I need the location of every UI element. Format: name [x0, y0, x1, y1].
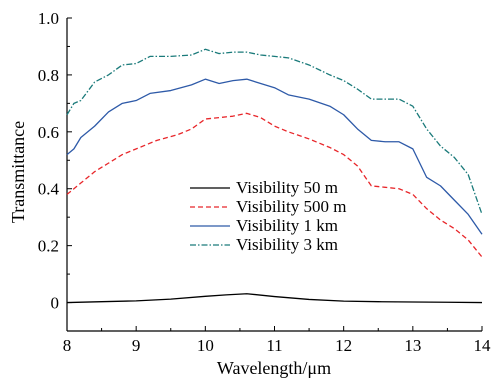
axes: 8 9 10 11 12 13 14 0 0.2 0.4 0.6 0.8 1.0	[38, 9, 491, 355]
y-axis-label: Transmittance	[8, 121, 28, 223]
series-line-0	[66, 293, 483, 304]
legend-label: Visibility 50 m	[236, 178, 338, 197]
x-tick-label: 8	[63, 336, 72, 355]
legend-label: Visibility 500 m	[236, 197, 346, 216]
y-tick-label: 0.8	[38, 66, 59, 85]
y-tick-label: 0.2	[38, 237, 59, 256]
y-tick-label: 0.4	[38, 180, 60, 199]
x-tick-label: 14	[474, 336, 492, 355]
legend-label: Visibility 1 km	[236, 216, 338, 235]
x-tick-label: 13	[404, 336, 421, 355]
y-tick-label: 1.0	[38, 9, 59, 28]
series-line-2	[66, 78, 483, 235]
series-layer	[66, 48, 483, 304]
x-tick-label: 12	[335, 336, 352, 355]
y-tick-label: 0.6	[38, 123, 59, 142]
x-axis-label: Wavelength/μm	[217, 358, 331, 378]
legend-label: Visibility 3 km	[236, 235, 338, 254]
x-tick-label: 9	[132, 336, 141, 355]
x-tick-label: 11	[266, 336, 282, 355]
series-line-3	[66, 48, 483, 215]
x-tick-label: 10	[197, 336, 214, 355]
y-tick-label: 0	[51, 294, 60, 313]
